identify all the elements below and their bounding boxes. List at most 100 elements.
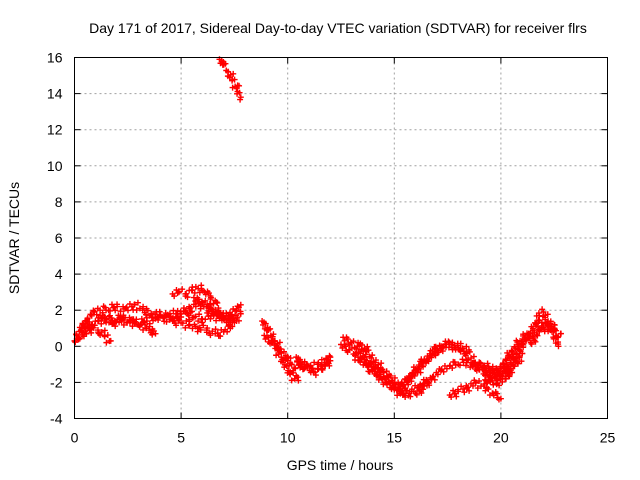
data-point: [200, 322, 207, 329]
data-point: [123, 304, 130, 311]
y-tick-label: 16: [47, 50, 63, 66]
data-point: [292, 365, 299, 372]
data-point: [179, 320, 186, 327]
data-point: [126, 319, 133, 326]
data-point: [461, 389, 468, 396]
data-point: [93, 311, 100, 318]
data-point: [399, 390, 406, 397]
data-point: [131, 318, 138, 325]
data-point: [206, 330, 213, 337]
data-point: [470, 360, 477, 367]
data-point: [267, 325, 274, 332]
x-tick-label: 20: [493, 430, 509, 446]
data-point: [357, 340, 364, 347]
data-point: [430, 373, 437, 380]
data-point: [463, 357, 470, 364]
data-point: [161, 313, 168, 320]
data-point: [416, 386, 423, 393]
y-tick-label: 14: [47, 86, 63, 102]
data-point: [466, 348, 473, 355]
data-point: [365, 347, 372, 354]
data-point: [341, 337, 348, 344]
data-point: [464, 384, 471, 391]
data-point: [536, 317, 543, 324]
data-point: [265, 338, 272, 345]
data-point: [426, 354, 433, 361]
data-point: [276, 348, 283, 355]
data-point: [466, 387, 473, 394]
data-point: [216, 311, 223, 318]
data-point: [418, 390, 425, 397]
data-point: [514, 351, 521, 358]
data-point: [152, 330, 159, 337]
data-point: [237, 301, 244, 308]
series-track-20: [493, 330, 534, 384]
y-tick-label: 4: [55, 266, 63, 282]
data-point: [229, 323, 236, 330]
data-point: [448, 394, 455, 401]
data-point: [103, 339, 110, 346]
data-point: [312, 372, 319, 379]
data-point: [532, 338, 539, 345]
data-point: [208, 308, 215, 315]
data-point: [136, 322, 143, 329]
data-point: [195, 318, 202, 325]
data-point: [260, 319, 267, 326]
data-point: [95, 330, 102, 337]
data-point: [204, 303, 211, 310]
data-point: [377, 373, 384, 380]
data-point: [140, 326, 147, 333]
data-point: [383, 368, 390, 375]
data-point: [187, 304, 194, 311]
data-point: [270, 331, 277, 338]
data-point: [202, 316, 209, 323]
data-point: [425, 380, 432, 387]
data-point: [377, 364, 384, 371]
data-point: [462, 362, 469, 369]
data-point: [192, 303, 199, 310]
data-point: [499, 375, 506, 382]
data-point: [511, 363, 518, 370]
data-point: [207, 293, 214, 300]
data-point: [374, 372, 381, 379]
data-point: [234, 314, 241, 321]
data-point: [218, 317, 225, 324]
data-point: [469, 382, 476, 389]
data-point: [446, 339, 453, 346]
data-point: [520, 341, 527, 348]
data-point: [118, 316, 125, 323]
data-point: [156, 308, 163, 315]
data-point: [456, 346, 463, 353]
data-point: [513, 350, 520, 357]
chart-title: Day 171 of 2017, Sidereal Day-to-day VTE…: [89, 20, 587, 36]
data-point: [497, 371, 504, 378]
data-point: [184, 294, 191, 301]
data-point: [287, 359, 294, 366]
data-point: [98, 329, 105, 336]
data-point: [454, 386, 461, 393]
series-track-4: [82, 322, 114, 346]
data-point: [459, 356, 466, 363]
data-point: [420, 380, 427, 387]
data-point: [544, 321, 551, 328]
data-point: [199, 299, 206, 306]
data-point: [222, 60, 229, 67]
series-track-11: [293, 352, 334, 379]
data-point: [453, 393, 460, 400]
data-point: [288, 377, 295, 384]
data-point: [451, 359, 458, 366]
data-point: [134, 299, 141, 306]
data-point: [149, 326, 156, 333]
data-point: [100, 312, 107, 319]
y-tick-label: -4: [50, 411, 63, 427]
data-point: [501, 366, 508, 373]
data-point: [496, 382, 503, 389]
data-point: [196, 324, 203, 331]
data-point: [295, 377, 302, 384]
series-track-17: [446, 377, 504, 403]
data-point: [141, 309, 148, 316]
data-point: [414, 369, 421, 376]
data-point: [104, 332, 111, 339]
data-point: [76, 335, 83, 342]
data-point: [469, 363, 476, 370]
